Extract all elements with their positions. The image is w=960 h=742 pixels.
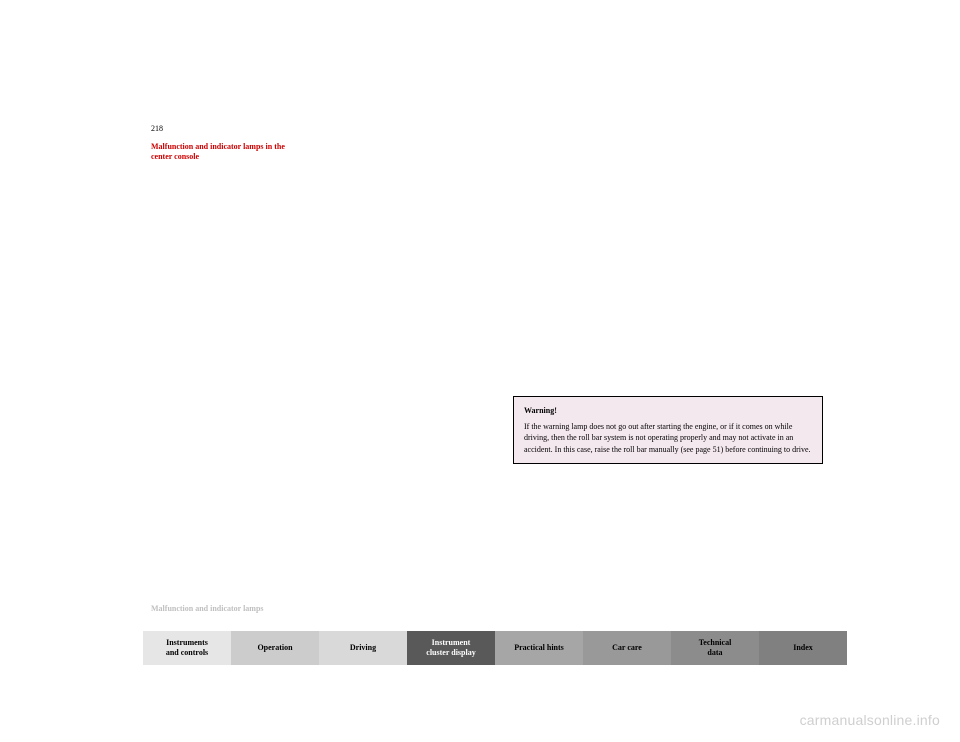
section-title: Malfunction and indicator lamps in the c… bbox=[151, 142, 285, 163]
tab-car-care[interactable]: Car care bbox=[583, 631, 671, 665]
section-title-line2: center console bbox=[151, 152, 199, 161]
tab-instrument-cluster-display[interactable]: Instrumentcluster display bbox=[407, 631, 495, 665]
left-column bbox=[151, 180, 481, 190]
manual-page: 218 Malfunction and indicator lamps in t… bbox=[143, 120, 847, 665]
tab-instruments-and-controls[interactable]: Instrumentsand controls bbox=[143, 631, 231, 665]
tab-practical-hints[interactable]: Practical hints bbox=[495, 631, 583, 665]
page-number: 218 bbox=[151, 124, 163, 133]
watermark: carmanualsonline.info bbox=[800, 712, 940, 728]
warning-body: If the warning lamp does not go out afte… bbox=[524, 421, 812, 456]
tab-operation[interactable]: Operation bbox=[231, 631, 319, 665]
tab-technical-data[interactable]: Technicaldata bbox=[671, 631, 759, 665]
tab-driving[interactable]: Driving bbox=[319, 631, 407, 665]
tab-index[interactable]: Index bbox=[759, 631, 847, 665]
warning-title: Warning! bbox=[524, 405, 812, 417]
breadcrumb: Malfunction and indicator lamps bbox=[151, 604, 264, 613]
section-title-line1: Malfunction and indicator lamps in the bbox=[151, 142, 285, 151]
nav-tabs: Instrumentsand controlsOperationDrivingI… bbox=[143, 631, 847, 665]
warning-box: Warning! If the warning lamp does not go… bbox=[513, 396, 823, 464]
